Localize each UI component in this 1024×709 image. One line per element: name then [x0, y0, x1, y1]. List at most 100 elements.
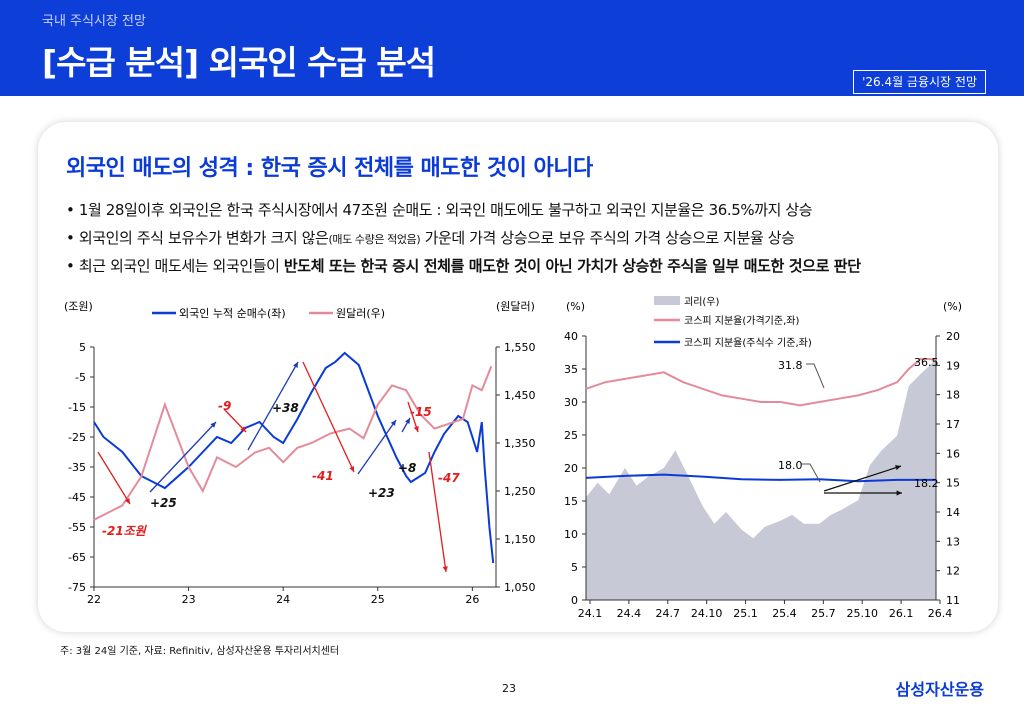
value-annotation: 31.8 [778, 359, 803, 372]
company-logo: 삼성자산운용 [895, 680, 984, 699]
breadcrumb: 국내 주식시장 전망 [42, 14, 146, 29]
trend-arrowhead [210, 422, 216, 428]
right-tick-label: 19 [946, 359, 960, 372]
right-tick-label: 15 [946, 477, 960, 490]
right-tick-label: 20 [946, 330, 960, 343]
left-tick-label: 40 [564, 330, 578, 343]
leader-line [806, 363, 825, 389]
legend-label-krw: 원달러(우) [336, 307, 385, 320]
x-tick-label: 26 [465, 593, 479, 606]
series-line [93, 351, 495, 564]
right-tick-label: 13 [946, 535, 960, 548]
left-tick-label: 30 [564, 396, 578, 409]
bullet-text: • 1월 28일이후 외국인은 한국 주식시장에서 47조원 순매도 : 외국인… [66, 201, 813, 219]
legend-label-price: 코스피 지분율(가격기준,좌) [684, 314, 799, 327]
left-tick-label: -75 [68, 581, 86, 594]
trend-arrowhead [390, 420, 396, 426]
value-annotation: 18.2 [914, 477, 939, 490]
bullet-note: (매도 수량은 적었음) [328, 233, 421, 246]
x-tick-label: 26.1 [889, 607, 914, 620]
trend-arrowhead [405, 418, 410, 424]
right-tick-label: 16 [946, 447, 960, 460]
right-tick-label: 1,150 [504, 533, 536, 546]
x-tick-label: 25.7 [811, 607, 836, 620]
legend-label-shares: 코스피 지분율(주식수 기준,좌) [684, 337, 812, 349]
section-headline: 외국인 매도의 성격 : 한국 증시 전체를 매도한 것이 아니다 [66, 156, 593, 181]
bullet-text: 가운데 가격 상승으로 보유 주식의 가격 상승으로 지분율 상승 [420, 229, 795, 247]
x-tick-label: 24.7 [656, 607, 681, 620]
gap-area [586, 359, 936, 600]
right-tick-label: 1,050 [504, 581, 536, 594]
left-tick-label: -35 [68, 461, 86, 474]
left-tick-label: 35 [564, 363, 578, 376]
bullet-item: • 1월 28일이후 외국인은 한국 주식시장에서 47조원 순매도 : 외국인… [66, 198, 966, 226]
series-line [93, 365, 493, 521]
x-tick-label: 24.1 [578, 607, 603, 620]
page-title: [수급 분석] 외국인 수급 분석 [42, 43, 436, 82]
report-badge: '26.4월 금융시장 전망 [853, 70, 986, 94]
left-tick-label: -45 [68, 491, 86, 504]
x-tick-label: 23 [182, 593, 196, 606]
bullet-list: • 1월 28일이후 외국인은 한국 주식시장에서 47조원 순매도 : 외국인… [66, 198, 966, 282]
right-tick-label: 1,450 [504, 389, 536, 402]
x-tick-label: 26.4 [928, 607, 953, 620]
x-tick-label: 25 [371, 593, 385, 606]
flow-annotation: +8 [398, 461, 416, 475]
flow-annotation: +23 [368, 486, 395, 500]
x-tick-label: 25.10 [846, 607, 878, 620]
left-tick-label: 5 [79, 341, 86, 354]
flow-annotation: -41 [312, 469, 334, 483]
x-tick-label: 24.10 [691, 607, 723, 620]
series-line [585, 473, 936, 483]
trend-arrow [302, 361, 355, 473]
flow-annotation: -47 [438, 471, 460, 485]
header-bar: 국내 주식시장 전망 [수급 분석] 외국인 수급 분석 '26.4월 금융시장… [0, 0, 1024, 96]
left-tick-label: -25 [68, 431, 86, 444]
left-tick-label: 5 [571, 561, 578, 574]
flow-annotation: -15 [410, 405, 432, 419]
right-tick-label: 1,250 [504, 485, 536, 498]
trend-arrow [823, 465, 902, 492]
flow-annotation: +38 [272, 401, 299, 415]
footnote: 주: 3월 24일 기준, 자료: Refinitiv, 삼성자산운용 투자리서… [60, 646, 340, 657]
bullet-text: • 최근 외국인 매도세는 외국인들이 [66, 257, 284, 275]
left-tick-label: -15 [68, 401, 86, 414]
trend-arrowhead [895, 465, 901, 471]
legend-label-gap: 괴리(우) [684, 296, 720, 308]
right-tick-label: 11 [946, 594, 960, 607]
right-tick-label: 12 [946, 565, 960, 578]
trend-arrow [97, 451, 131, 505]
trend-arrow [357, 419, 397, 475]
flow-annotation: +25 [150, 496, 177, 510]
legend-swatch-gap [654, 296, 680, 305]
leader-line [802, 463, 821, 483]
trend-arrowhead [293, 362, 298, 368]
value-annotation: 36.5 [914, 356, 939, 369]
x-tick-label: 25.1 [733, 607, 758, 620]
value-annotation: 18.0 [778, 459, 803, 472]
foreign-flow-chart-svg: 5 -5 -15 -25 -35 -45 -55 -65 -75 1,550 1,450 1,350 1… [64, 300, 536, 606]
right-axis-unit: (%) [943, 300, 962, 313]
left-tick-label: 10 [564, 528, 578, 541]
right-tick-label: 1,350 [504, 437, 536, 450]
trend-arrow [149, 421, 217, 493]
legend-label-foreign: 외국인 누적 순매수(좌) [179, 307, 286, 320]
x-tick-label: 25.4 [772, 607, 797, 620]
left-tick-label: 15 [564, 495, 578, 508]
x-tick-label: 24.4 [617, 607, 642, 620]
bullet-emphasis: 반도체 또는 한국 증시 전체를 매도한 것이 아닌 가치가 상승한 주식을 일… [283, 257, 861, 275]
right-tick-label: 17 [946, 418, 960, 431]
left-tick-label: 20 [564, 462, 578, 475]
left-axis-unit: (조원) [64, 300, 93, 313]
right-tick-label: 18 [946, 389, 960, 402]
ownership-chart: 40 35 30 25 20 15 10 5 0 20 19 18 17 16 15 14 13 12 11 24.1… [556, 292, 970, 626]
flow-annotation: -21조원 [102, 524, 148, 538]
foreign-flow-chart: 5 -5 -15 -25 -35 -45 -55 -65 -75 1,550 1,450 1,350 1… [58, 292, 544, 622]
bullet-item: • 외국인의 주식 보유수가 변화가 크지 않은(매도 수량은 적었음) 가운데… [66, 226, 966, 254]
trend-arrowhead [349, 466, 355, 472]
left-tick-label: 0 [571, 594, 578, 607]
x-tick-label: 22 [87, 593, 101, 606]
bullet-text: • 외국인의 주식 보유수가 변화가 크지 않은 [66, 229, 329, 247]
left-tick-label: -55 [68, 521, 86, 534]
x-tick-label: 24 [276, 593, 290, 606]
